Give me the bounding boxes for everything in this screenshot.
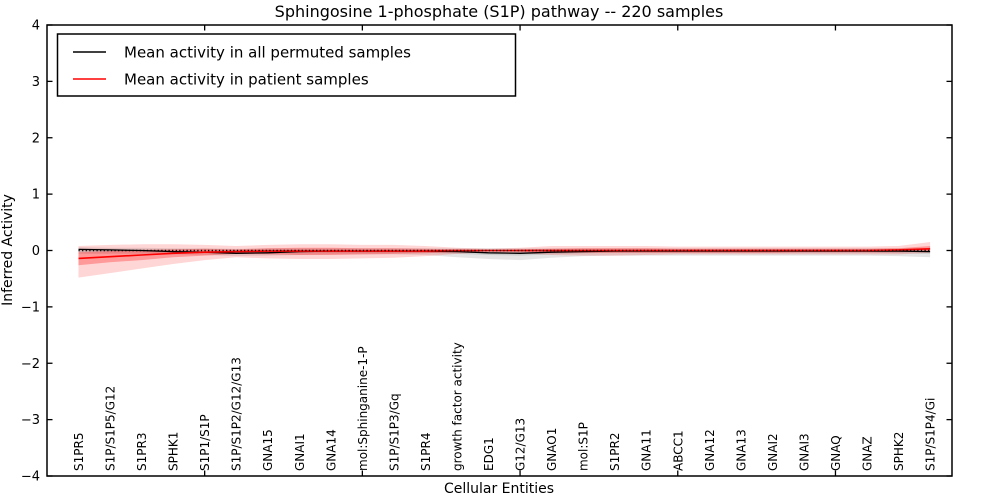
category-label: GNA11 [640, 429, 654, 471]
category-label: GNAQ [829, 435, 843, 471]
y-tick-label: 2 [32, 131, 40, 146]
category-label: GNAO1 [545, 428, 559, 471]
x-axis-label: Cellular Entities [444, 481, 554, 497]
y-tick-label: 0 [32, 244, 40, 259]
category-label: S1PR2 [608, 433, 622, 471]
category-label: GNAI3 [797, 433, 811, 471]
category-label: S1P1/S1P [198, 414, 212, 471]
y-tick-label: 4 [32, 19, 40, 34]
category-label: mol:S1P [577, 422, 591, 471]
category-label: ABCC1 [671, 430, 685, 471]
y-tick-label: −2 [21, 357, 40, 372]
chart-title: Sphingosine 1-phosphate (S1P) pathway --… [275, 2, 724, 21]
category-label: S1PR3 [135, 433, 149, 471]
y-tick-label: −4 [21, 470, 40, 485]
y-tick-label: −1 [21, 300, 40, 315]
category-label: GNAI1 [293, 433, 307, 471]
category-label: GNA14 [324, 429, 338, 471]
category-label: S1P/S1P2/G12/G13 [230, 357, 244, 471]
legend-label-permuted: Mean activity in all permuted samples [124, 44, 411, 62]
y-tick-label: 1 [32, 188, 40, 203]
category-label: S1P/S1P5/G12 [104, 386, 118, 471]
category-label: GNAI2 [766, 433, 780, 471]
category-label: GNA12 [703, 429, 717, 471]
category-label: GNA15 [261, 429, 275, 471]
category-label: GNAZ [861, 436, 875, 471]
patient-outer-band [78, 242, 931, 278]
category-label: G12/G13 [514, 418, 528, 471]
category-label: EDG1 [482, 437, 496, 471]
legend: Mean activity in all permuted samples Me… [56, 33, 517, 97]
legend-box [56, 33, 517, 97]
category-label: SPHK1 [167, 432, 181, 471]
category-label: SPHK2 [892, 432, 906, 471]
y-tick-label: 3 [32, 75, 40, 90]
y-tick-label: −3 [21, 413, 40, 428]
category-label: growth factor activity [450, 342, 464, 471]
legend-label-patient: Mean activity in patient samples [124, 71, 369, 89]
confidence-bands [78, 242, 931, 278]
category-label: S1PR5 [72, 433, 86, 471]
category-label: S1P/S1P4/Gi [924, 398, 938, 471]
x-category-labels: S1PR5 S1P/S1P5/G12 S1PR3 SPHK1 S1P1/S1P S1P/S… [72, 342, 938, 471]
category-label: mol:Sphinganine-1-P [356, 346, 370, 471]
y-axis-label: Inferred Activity [0, 194, 16, 306]
category-label: S1PR4 [419, 433, 433, 471]
y-tick-labels: 4 3 2 1 0 −1 −2 −3 −4 [21, 19, 40, 485]
axis-ticks [47, 24, 952, 477]
category-label: S1P/S1P3/Gq [387, 393, 401, 471]
category-label: GNA13 [734, 429, 748, 471]
